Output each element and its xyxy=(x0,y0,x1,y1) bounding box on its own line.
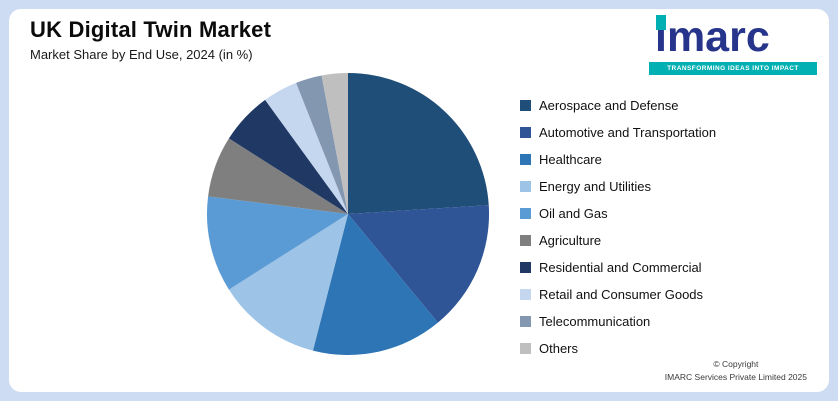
legend-swatch-icon xyxy=(520,261,531,273)
legend-item: Telecommunication xyxy=(520,313,716,329)
legend-item: Agriculture xyxy=(520,232,716,248)
legend-item: Retail and Consumer Goods xyxy=(520,286,716,302)
legend-item: Others xyxy=(520,340,716,356)
page-subtitle: Market Share by End Use, 2024 (in %) xyxy=(30,47,253,62)
legend-swatch-icon xyxy=(520,207,531,219)
legend-label: Automotive and Transportation xyxy=(539,124,717,140)
legend-swatch-icon xyxy=(520,342,531,354)
legend: Aerospace and Defense Automotive and Tran… xyxy=(520,97,717,356)
legend-label: Retail and Consumer Goods xyxy=(539,286,704,302)
logo-accent-dot-icon xyxy=(656,15,666,30)
copyright-line2: IMARC Services Private Limited 2025 xyxy=(664,372,807,383)
legend-item: Healthcare xyxy=(520,151,716,167)
pie-slice-1 xyxy=(348,205,490,323)
pie-slice-8 xyxy=(296,75,348,214)
legend-label: Healthcare xyxy=(539,151,602,167)
logo-brand-text: imarc xyxy=(655,13,770,61)
legend-item: Energy and Utilities xyxy=(520,178,716,194)
legend-label: Oil and Gas xyxy=(539,205,608,221)
legend-swatch-icon xyxy=(520,315,531,327)
legend-label: Agriculture xyxy=(539,232,602,248)
logo-brand-row: imarc xyxy=(649,13,817,61)
pie-slice-2 xyxy=(312,214,438,356)
legend-label: Telecommunication xyxy=(539,313,651,329)
legend-swatch-icon xyxy=(520,288,531,300)
legend-label: Residential and Commercial xyxy=(539,259,702,275)
page-title: UK Digital Twin Market xyxy=(30,17,272,42)
legend-swatch-icon xyxy=(520,99,531,111)
logo-tagline: TRANSFORMING IDEAS INTO IMPACT xyxy=(649,62,817,75)
legend-swatch-icon xyxy=(520,153,531,165)
pie-chart-area xyxy=(205,71,491,357)
pie-slice-9 xyxy=(321,72,348,214)
legend-label: Aerospace and Defense xyxy=(539,97,679,113)
imarc-logo: imarc TRANSFORMING IDEAS INTO IMPACT xyxy=(649,13,817,75)
legend-item: Automotive and Transportation xyxy=(520,124,717,140)
pie-slice-3 xyxy=(228,214,348,351)
pie-slice-4 xyxy=(206,196,348,290)
copyright-notice: © Copyright IMARC Services Private Limit… xyxy=(665,358,807,385)
pie-slice-6 xyxy=(228,99,348,214)
pie-slice-5 xyxy=(208,138,348,214)
pie-slice-7 xyxy=(265,82,348,214)
pie-chart xyxy=(206,72,490,356)
legend-swatch-icon xyxy=(520,180,531,192)
legend-label: Others xyxy=(539,340,579,356)
legend-swatch-icon xyxy=(520,234,531,246)
legend-swatch-icon xyxy=(520,126,531,138)
legend-item: Oil and Gas xyxy=(520,205,716,221)
legend-item: Aerospace and Defense xyxy=(520,97,716,113)
copyright-line1: © Copyright xyxy=(713,358,759,369)
chart-card: UK Digital Twin Market Market Share by E… xyxy=(9,9,829,392)
legend-item: Residential and Commercial xyxy=(520,259,716,275)
legend-label: Energy and Utilities xyxy=(539,178,651,194)
pie-slice-0 xyxy=(348,72,489,214)
